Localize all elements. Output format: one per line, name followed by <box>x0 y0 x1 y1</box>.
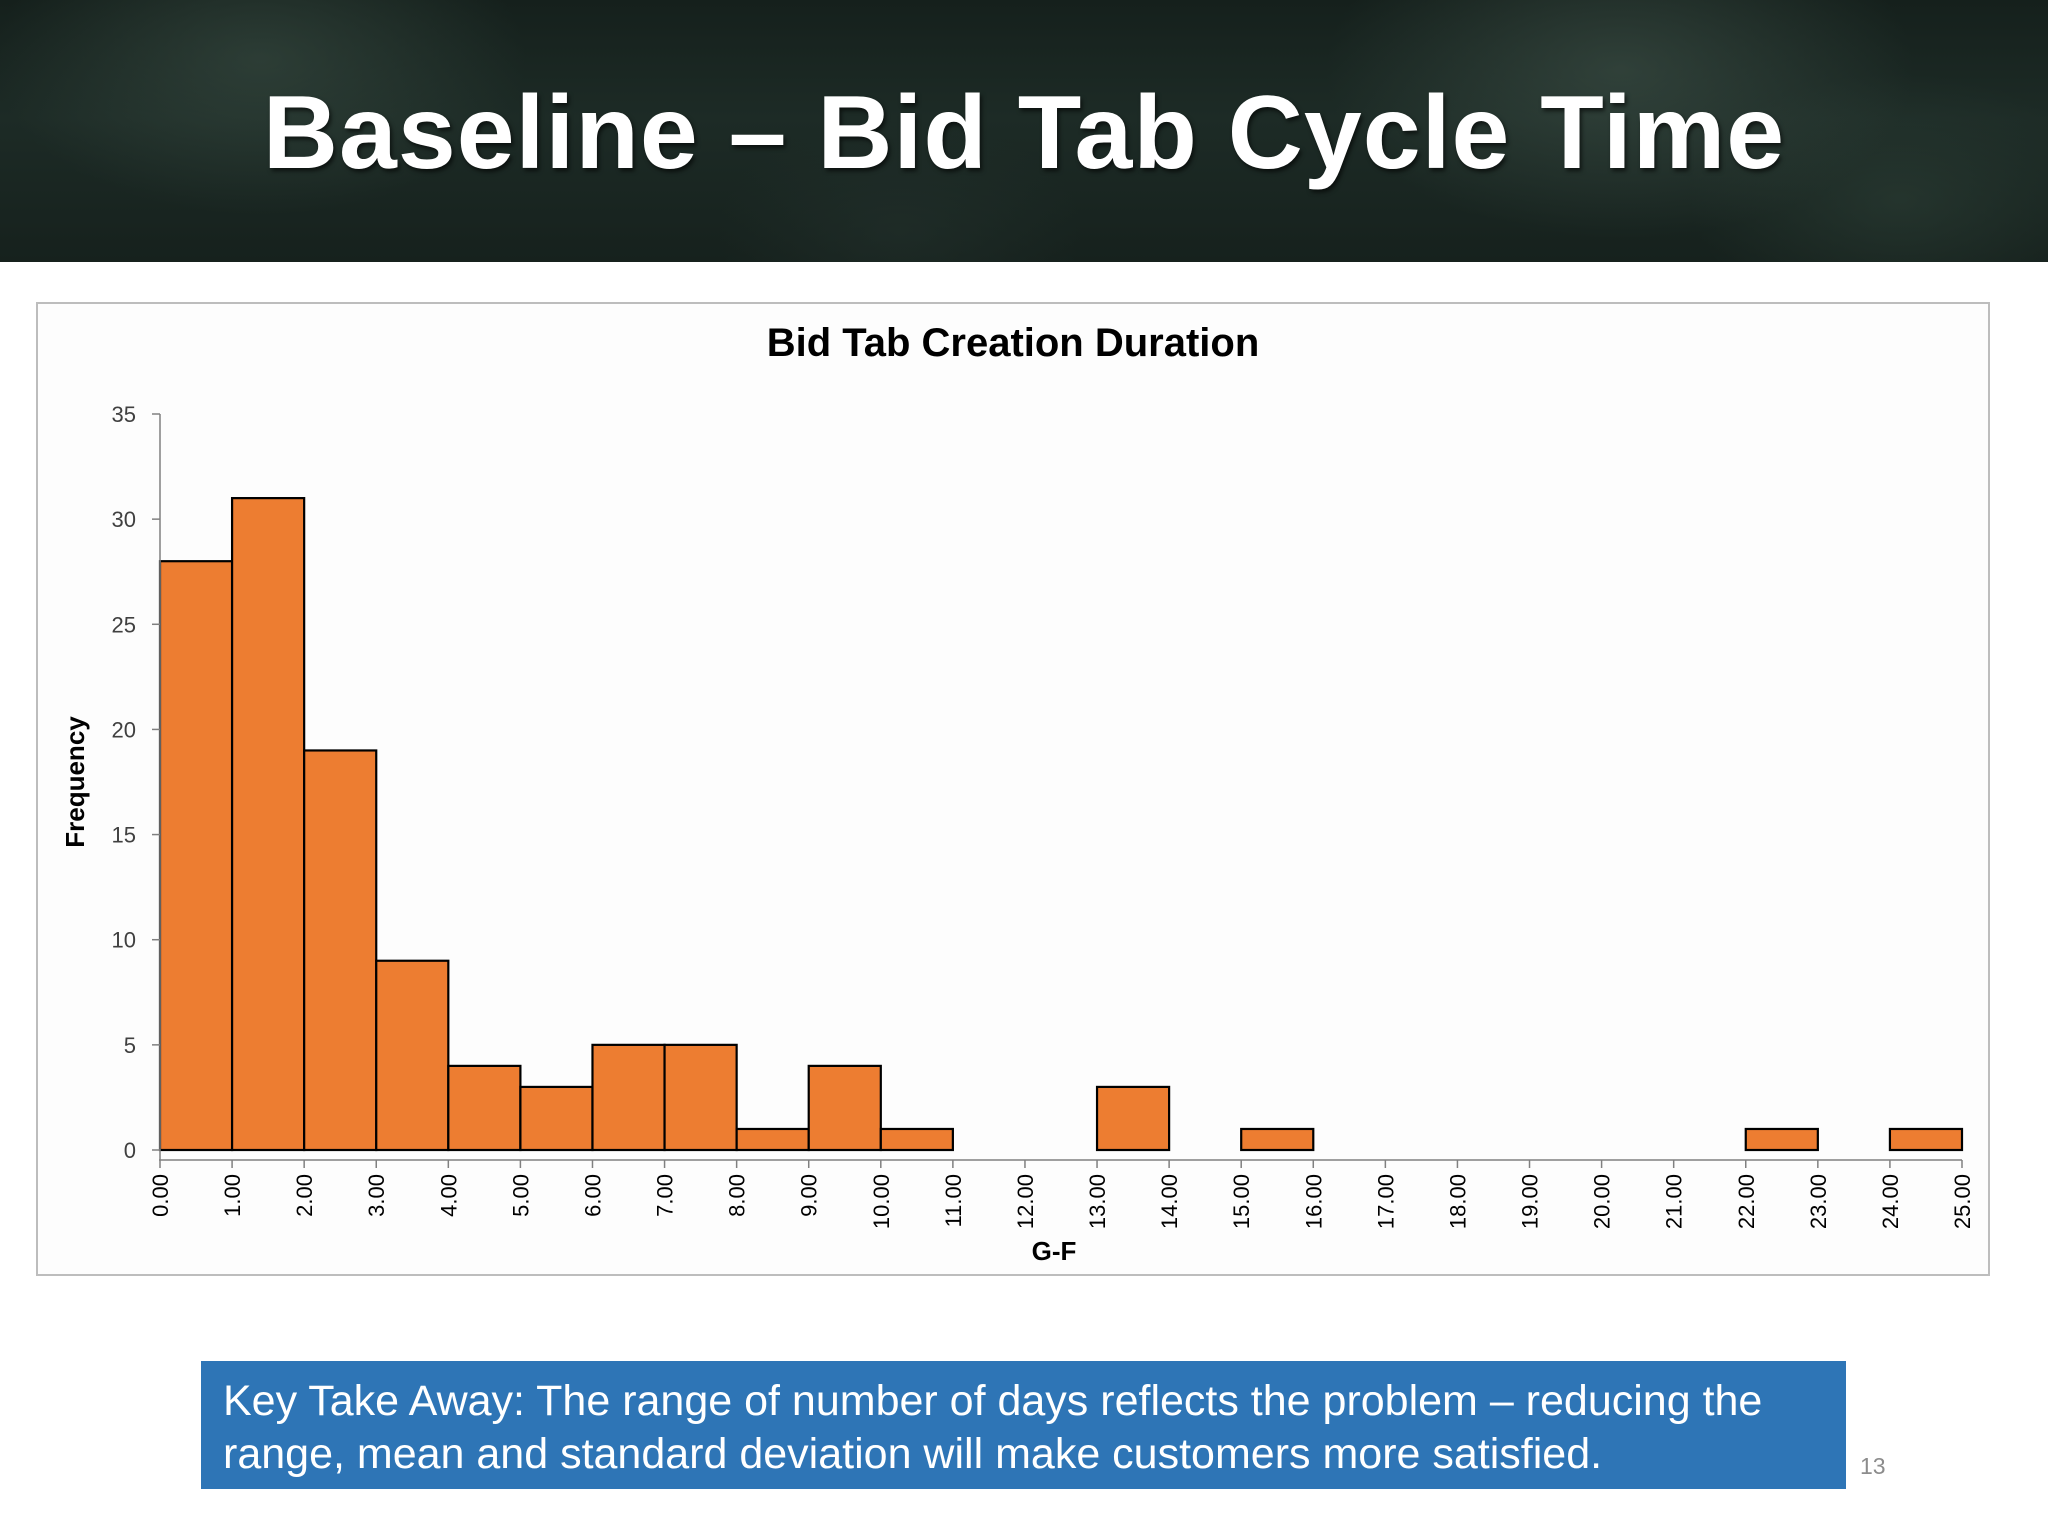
x-tick-label: 5.00 <box>508 1174 533 1217</box>
x-tick-label: 22.00 <box>1734 1174 1759 1229</box>
x-tick-label: 16.00 <box>1301 1174 1326 1229</box>
y-tick-label: 0 <box>124 1138 136 1163</box>
histogram-bar <box>735 1127 810 1152</box>
y-tick-label: 10 <box>112 928 136 953</box>
x-tick-label: 14.00 <box>1157 1174 1182 1229</box>
histogram-bar <box>447 1064 522 1152</box>
x-tick-label: 3.00 <box>364 1174 389 1217</box>
y-tick-label: 5 <box>124 1033 136 1058</box>
histogram-bar <box>663 1043 738 1152</box>
histogram-bar <box>375 959 450 1152</box>
y-tick-label: 20 <box>112 717 136 742</box>
histogram-bar <box>1888 1127 1964 1152</box>
key-takeaway-box: Key Take Away: The range of number of da… <box>201 1361 1846 1489</box>
slide-header: Baseline – Bid Tab Cycle Time <box>0 0 2048 262</box>
histogram-bar <box>1744 1127 1819 1152</box>
histogram-bar <box>591 1043 666 1152</box>
x-tick-label: 2.00 <box>292 1174 317 1217</box>
y-tick-label: 15 <box>112 823 136 848</box>
x-tick-label: 23.00 <box>1806 1174 1831 1229</box>
y-tick-label: 25 <box>112 612 136 637</box>
bars-layer <box>158 497 1964 1152</box>
x-tick-label: 21.00 <box>1662 1174 1687 1229</box>
histogram-bar <box>879 1127 954 1152</box>
x-tick-label: 6.00 <box>580 1174 605 1217</box>
x-tick-label: 20.00 <box>1590 1174 1615 1229</box>
key-takeaway-text: Key Take Away: The range of number of da… <box>223 1377 1763 1478</box>
axes-layer: 0 5 10 15 20 25 30 35 0.00 1.00 2.00 3.00 4.00 5.00 6.… <box>112 402 1975 1229</box>
x-tick-label: 4.00 <box>436 1174 461 1217</box>
x-axis-label: G-F <box>1032 1236 1077 1266</box>
x-tick-label: 7.00 <box>653 1174 678 1217</box>
x-tick-label: 12.00 <box>1013 1174 1038 1229</box>
page-number: 13 <box>1860 1453 1886 1479</box>
chart-title: Bid Tab Creation Duration <box>767 321 1260 365</box>
x-tick-label: 10.00 <box>869 1174 894 1229</box>
histogram-bar <box>230 497 306 1152</box>
histogram-bar <box>303 749 378 1152</box>
x-tick-label: 19.00 <box>1518 1174 1543 1229</box>
slide-title: Baseline – Bid Tab Cycle Time <box>262 75 1786 191</box>
y-tick-label: 35 <box>112 402 136 427</box>
x-tick-label: 17.00 <box>1373 1174 1398 1229</box>
histogram-bar <box>1240 1127 1315 1152</box>
y-tick-label: 30 <box>112 507 136 532</box>
x-tick-label: 0.00 <box>148 1174 173 1217</box>
histogram-bar <box>1095 1085 1171 1152</box>
x-tick-label: 25.00 <box>1950 1174 1975 1229</box>
x-tick-label: 13.00 <box>1085 1174 1110 1229</box>
y-axis-label: Frequency <box>60 716 90 848</box>
x-tick-label: 11.00 <box>941 1174 966 1227</box>
histogram-svg: Bid Tab Creation Duration Frequency G-F … <box>60 321 1975 1266</box>
histogram-bar <box>519 1085 594 1152</box>
x-tick-label: 9.00 <box>797 1174 822 1217</box>
x-tick-label: 24.00 <box>1878 1174 1903 1229</box>
x-tick-label: 15.00 <box>1229 1174 1254 1229</box>
histogram-bar <box>158 560 234 1152</box>
histogram-chart: Bid Tab Creation Duration Frequency G-F … <box>36 302 1990 1276</box>
x-tick-label: 18.00 <box>1445 1174 1470 1229</box>
histogram-bar <box>807 1064 882 1152</box>
x-tick-label: 1.00 <box>220 1174 245 1217</box>
x-tick-label: 8.00 <box>725 1174 750 1217</box>
